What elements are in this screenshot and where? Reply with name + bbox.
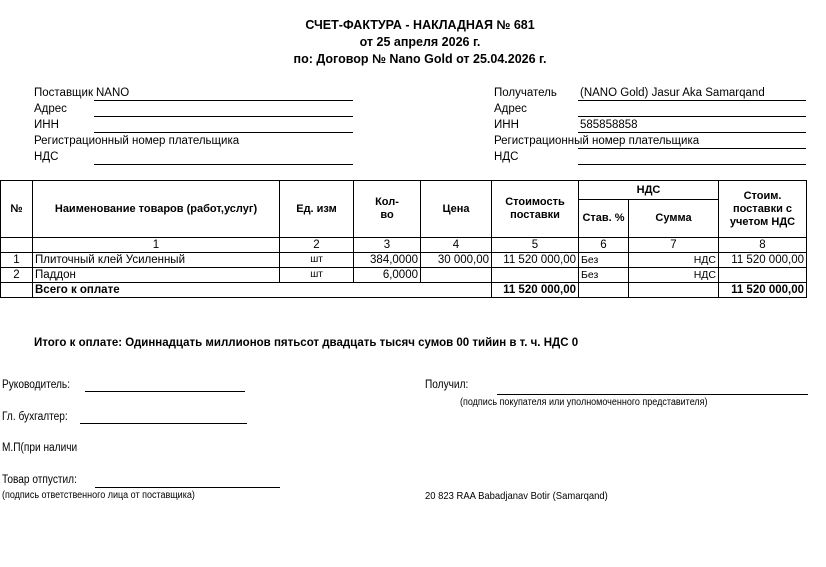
recipient-inn-label: ИНН: [494, 119, 519, 131]
header-price: Цена: [420, 180, 492, 238]
stamp-label: М.П(при наличи: [2, 442, 78, 454]
table-row: 1 Плиточный клей Усиленный шт 384,0000 3…: [0, 252, 807, 268]
received-label: Получил:: [425, 379, 469, 391]
row-price: [420, 267, 492, 283]
row-vat-rate: Без: [578, 267, 629, 283]
col-number: 7: [628, 237, 719, 253]
divider: [94, 132, 353, 133]
supplier-value: NANO: [96, 87, 130, 99]
row-vat-rate: Без: [578, 252, 629, 268]
row-vat-sum: НДС: [628, 252, 719, 268]
invoice-date: от 25 апреля 2026 г.: [359, 35, 481, 49]
row-vat-sum: НДС: [628, 267, 719, 283]
accountant-signature-line: [80, 423, 247, 424]
row-cost: [491, 267, 579, 283]
recipient-label: Получатель: [494, 87, 557, 99]
amount-in-words: Итого к оплате: Одиннадцать миллионов пя…: [34, 337, 579, 349]
row-price: 30 000,00: [420, 252, 492, 268]
divider: [94, 100, 353, 101]
header-name: Наименование товаров (работ,услуг): [32, 180, 280, 238]
column-numbers-row: 1 2 3 4 5 6 7 8: [0, 237, 807, 253]
col-number: 2: [279, 237, 354, 253]
divider: [94, 116, 353, 117]
divider: [94, 164, 353, 165]
invoice-contract: по: Договор № Nano Gold от 25.04.2026 г.: [293, 52, 547, 66]
supplier-reg-label: Регистрационный номер плательщика: [34, 135, 240, 147]
row-name: Плиточный клей Усиленный: [32, 252, 280, 268]
header-vat: НДС: [578, 180, 719, 200]
recipient-vat-label: НДС: [494, 151, 519, 163]
row-no: 2: [0, 267, 33, 283]
header-vat-sum: Сумма: [628, 199, 719, 238]
total-cost: 11 520 000,00: [491, 282, 579, 298]
recipient-inn-value: 585858858: [580, 119, 638, 131]
header-no: №: [0, 180, 33, 238]
header-qty: Кол- во: [353, 180, 421, 238]
director-signature-line: [85, 391, 245, 392]
received-signature-line: [497, 394, 808, 395]
row-name: Паддон: [32, 267, 280, 283]
total-row: Всего к оплате 11 520 000,00 11 520 000,…: [0, 282, 807, 298]
col-number: 1: [32, 237, 280, 253]
divider: [578, 164, 806, 165]
divider: [578, 116, 806, 117]
row-total: [718, 267, 807, 283]
row-total: 11 520 000,00: [718, 252, 807, 268]
released-label: Товар отпустил:: [2, 474, 77, 486]
total-with-vat: 11 520 000,00: [718, 282, 807, 298]
recipient-reg-label: Регистрационный номер плательщика: [494, 135, 700, 147]
row-unit: шт: [279, 267, 354, 283]
row-no: 1: [0, 252, 33, 268]
table-row: 2 Паддон шт 6,0000 Без НДС: [0, 267, 807, 283]
col-number: 4: [420, 237, 492, 253]
supplier-address-label: Адрес: [34, 103, 67, 115]
divider: [578, 148, 806, 149]
released-signature-line: [95, 487, 280, 488]
recipient-value: (NANO Gold) Jasur Aka Samarqand: [580, 87, 765, 99]
total-label: Всего к оплате: [32, 282, 492, 298]
col-number: 6: [578, 237, 629, 253]
row-qty: 6,0000: [353, 267, 421, 283]
row-unit: шт: [279, 252, 354, 268]
header-unit: Ед. изм: [279, 180, 354, 238]
director-label: Руководитель:: [2, 379, 71, 391]
supplier-inn-label: ИНН: [34, 119, 59, 131]
released-note: (подпись ответственного лица от поставщи…: [2, 490, 195, 501]
received-note: (подпись покупателя или уполномоченного …: [460, 397, 708, 408]
header-total: Стоим. поставки с учетом НДС: [718, 180, 807, 238]
supplier-label: Поставщик: [34, 87, 93, 99]
invoice-title: СЧЕТ-ФАКТУРА - НАКЛАДНАЯ № 681: [305, 18, 535, 32]
header-vat-rate: Став. %: [578, 199, 629, 238]
divider: [578, 132, 806, 133]
col-number: 8: [718, 237, 807, 253]
col-number: 5: [491, 237, 579, 253]
items-table: № Наименование товаров (работ,услуг) Ед.…: [0, 180, 807, 298]
row-qty: 384,0000: [353, 252, 421, 268]
supplier-vat-label: НДС: [34, 151, 59, 163]
header-cost: Стоимость поставки: [491, 180, 579, 238]
driver-info: 20 823 RAA Babadjanav Botir (Samarqand): [425, 490, 608, 502]
row-cost: 11 520 000,00: [491, 252, 579, 268]
accountant-label: Гл. бухгалтер:: [2, 411, 68, 423]
col-number: 3: [353, 237, 421, 253]
divider: [578, 100, 806, 101]
recipient-address-label: Адрес: [494, 103, 527, 115]
